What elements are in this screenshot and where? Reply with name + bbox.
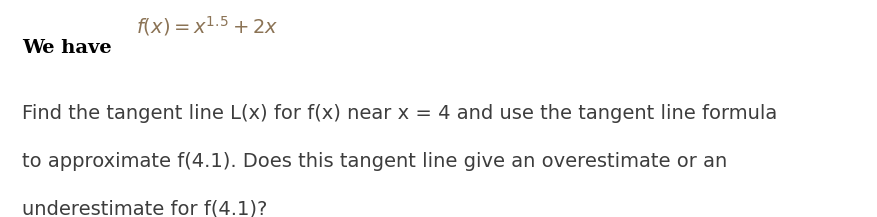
Text: We have: We have <box>22 39 111 57</box>
Text: to approximate f(4.1). Does this tangent line give an overestimate or an: to approximate f(4.1). Does this tangent… <box>22 152 727 171</box>
Text: underestimate for f(4.1)?: underestimate for f(4.1)? <box>22 200 267 217</box>
Text: Find the tangent line L(x) for f(x) near x = 4 and use the tangent line formula: Find the tangent line L(x) for f(x) near… <box>22 104 777 123</box>
Text: $f(x) = x^{1.5} + 2x$: $f(x) = x^{1.5} + 2x$ <box>136 14 278 38</box>
